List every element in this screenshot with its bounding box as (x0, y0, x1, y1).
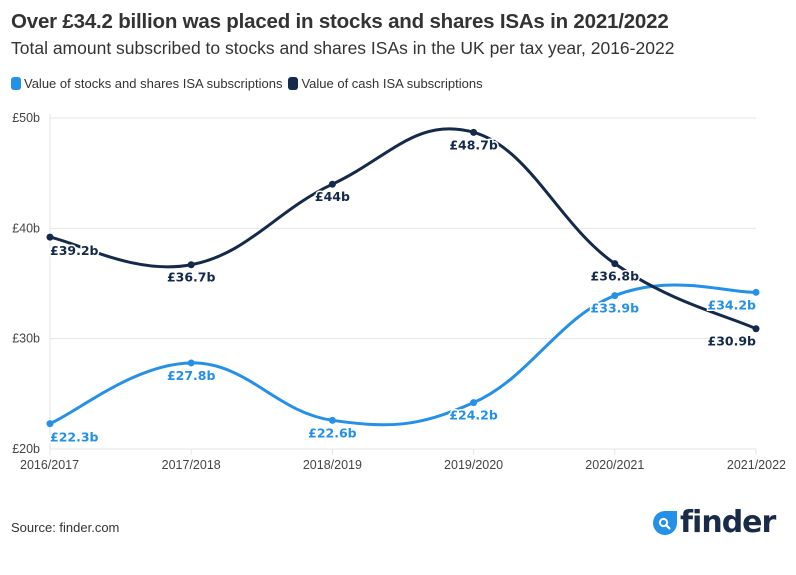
data-point (470, 128, 478, 136)
data-label: £22.6b (308, 425, 357, 440)
data-label: £27.8b (167, 368, 216, 383)
data-label: £48.7b (449, 137, 498, 152)
data-point (611, 260, 619, 268)
legend-item-cash[interactable]: Value of cash ISA subscriptions (288, 76, 483, 91)
series-stocks-shares (46, 283, 760, 428)
data-point (46, 420, 54, 428)
data-point (328, 180, 336, 188)
finder-wordmark: finder (680, 505, 776, 540)
x-tick-label: 2018/2019 (303, 458, 362, 472)
source-note: Source: finder.com (11, 520, 120, 535)
data-point (46, 233, 54, 241)
data-label: £39.2b (50, 243, 99, 258)
finder-logo: finder (652, 505, 776, 540)
y-tick-label: £20b (12, 442, 40, 456)
data-label: £30.9b (708, 334, 757, 349)
data-label: £44b (315, 189, 350, 204)
x-tick-label: 2021/2022 (727, 458, 786, 472)
data-label: £36.8b (591, 269, 640, 284)
axes: £20b £30b £40b £50b 2016/2017 2017/2018 2018/2… (12, 111, 786, 472)
data-label: £36.7b (167, 270, 216, 285)
x-tick-label: 2020/2021 (585, 458, 644, 472)
line-chart: £20b £30b £40b £50b 2016/2017 2017/2018 2018/2… (12, 111, 786, 472)
series-cash (46, 127, 760, 333)
legend-swatch-cash (288, 77, 299, 90)
legend-label-stocks-shares: Value of stocks and shares ISA subscript… (24, 76, 283, 91)
y-tick-label: £30b (12, 332, 40, 346)
data-point (611, 292, 619, 300)
data-label: £34.2b (708, 297, 757, 312)
x-tick-label: 2017/2018 (162, 458, 221, 472)
chart-legend: Value of stocks and shares ISA subscript… (11, 76, 489, 91)
x-tick-label: 2019/2020 (444, 458, 503, 472)
data-labels: £22.3b £27.8b £22.6b £24.2b £33.9b £34.2b £39.… (49, 136, 758, 446)
gridlines (50, 117, 756, 450)
y-tick-label: £40b (12, 221, 40, 235)
chart-title: Over £34.2 billion was placed in stocks … (11, 10, 669, 33)
data-point (752, 288, 760, 296)
x-tick-label: 2016/2017 (20, 458, 79, 472)
chart-subtitle: Total amount subscribed to stocks and sh… (11, 38, 675, 58)
y-tick-label: £50b (12, 111, 40, 125)
series-layer (46, 127, 760, 428)
data-label: £22.3b (50, 430, 99, 445)
legend-swatch-stocks-shares (11, 77, 21, 90)
search-magnifier-icon (653, 511, 677, 535)
data-point (187, 359, 195, 367)
data-point (752, 325, 760, 333)
series-line (48, 283, 758, 427)
data-point (470, 399, 478, 407)
data-label: £33.9b (591, 301, 640, 316)
data-label: £24.2b (449, 408, 498, 423)
data-point (328, 416, 336, 424)
data-point (187, 261, 195, 269)
legend-item-stocks-shares[interactable]: Value of stocks and shares ISA subscript… (11, 76, 282, 91)
legend-label-cash: Value of cash ISA subscriptions (301, 76, 483, 91)
series-line (48, 127, 758, 331)
